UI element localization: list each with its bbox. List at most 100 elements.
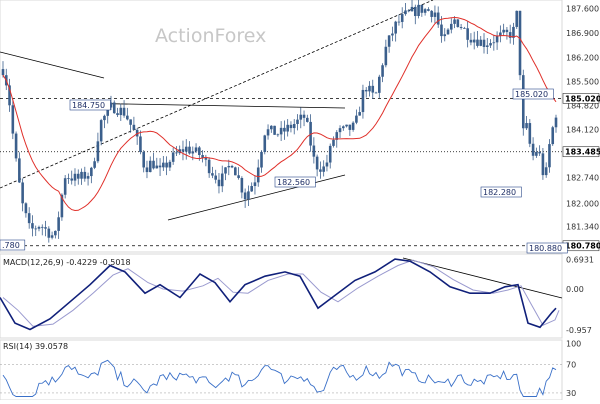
- price-tick-label: 186.900: [566, 29, 599, 38]
- labels-layer: 187.600 186.900 186.200 185.500 184.820 184.1…: [0, 5, 600, 398]
- candle-body: [181, 149, 185, 152]
- candle-body: [279, 127, 283, 135]
- candle-body: [420, 4, 424, 13]
- candle-body: [8, 85, 11, 106]
- trendline: [0, 51, 105, 79]
- rsi-tick-label: 70: [566, 361, 576, 370]
- candle-body: [476, 39, 479, 46]
- candle-body: [521, 75, 525, 129]
- candle-body: [165, 162, 168, 168]
- price-tick-label: 185.500: [566, 78, 599, 87]
- candle-body: [76, 173, 80, 179]
- candle-body: [485, 45, 489, 47]
- candle-body: [204, 158, 208, 160]
- candle-body: [67, 178, 70, 180]
- candle-body: [162, 162, 165, 168]
- annotation-label: 184.750: [72, 101, 105, 110]
- candle-body: [449, 23, 453, 30]
- macd-panel-frame: [0, 253, 563, 339]
- candle-body: [368, 85, 371, 92]
- candle-body: [446, 29, 450, 35]
- candle-body: [404, 10, 407, 15]
- price-tick-label: 184.120: [566, 126, 599, 135]
- indicators-layer: [0, 16, 560, 397]
- candle-body: [358, 112, 361, 116]
- candle-body: [342, 126, 345, 129]
- price-panel-frame: [0, 0, 563, 253]
- candle-body: [207, 159, 211, 174]
- candle-body: [436, 12, 440, 25]
- candle-body: [292, 123, 296, 129]
- candle-body: [348, 124, 352, 130]
- candle-body: [47, 228, 51, 238]
- macd-title: MACD(12,26,9) -0.4229 -0.5018: [3, 258, 131, 267]
- candle-body: [400, 14, 404, 22]
- candle-body: [472, 39, 476, 43]
- candle-body: [378, 76, 381, 93]
- candle-body: [270, 125, 273, 130]
- candle-body: [495, 35, 499, 43]
- candle-body: [423, 9, 427, 13]
- candle-body: [361, 89, 365, 113]
- candle-body: [283, 127, 286, 132]
- candle-body: [191, 151, 195, 154]
- candle-body: [299, 114, 303, 120]
- candle-body: [427, 9, 430, 11]
- level-tag-label: 180.780: [565, 242, 600, 251]
- candle-body: [469, 39, 473, 43]
- trendline: [402, 257, 563, 299]
- candle-body: [106, 107, 110, 116]
- candle-body: [83, 171, 87, 179]
- candle-body: [57, 217, 60, 231]
- price-tick-label: 182.000: [566, 199, 599, 208]
- candle-body: [371, 85, 375, 93]
- candle-body: [184, 146, 188, 152]
- candle-body: [31, 223, 34, 229]
- rsi-tick-label: 100: [566, 340, 581, 349]
- candle-body: [116, 113, 119, 116]
- candle-body: [535, 151, 538, 156]
- candle-body: [551, 127, 555, 145]
- candle-body: [433, 12, 437, 17]
- candle-body: [319, 169, 322, 172]
- candle-body: [152, 160, 155, 169]
- macd-tick-label: 0.00: [566, 285, 584, 294]
- annotation-box: [69, 99, 111, 111]
- candle-body: [273, 125, 276, 135]
- annotation-box: [274, 176, 316, 188]
- macd-tick-label: 0.6931: [566, 255, 594, 264]
- candle-body: [306, 117, 309, 122]
- annotation-label: 182.560: [277, 178, 310, 187]
- trendline: [0, 0, 434, 189]
- candle-body: [44, 227, 47, 229]
- annotation-label: 182.280: [483, 188, 516, 197]
- candle-body: [21, 182, 24, 204]
- candle-body: [14, 133, 18, 159]
- candle-body: [328, 145, 332, 163]
- candle-body: [80, 171, 83, 179]
- candle-body: [309, 121, 312, 146]
- level-tag-label: 183.485: [565, 148, 600, 157]
- candle-body: [302, 114, 306, 118]
- candle-body: [224, 167, 227, 174]
- candle-body: [27, 213, 31, 224]
- candle-body: [50, 235, 54, 238]
- candle-body: [34, 228, 38, 230]
- candle-body: [260, 151, 263, 168]
- level-tag-box: [562, 146, 600, 158]
- candle-body: [93, 161, 96, 168]
- candle-body: [508, 32, 512, 38]
- annotation-label: 185.020: [515, 90, 548, 99]
- candle-body: [201, 155, 204, 159]
- candle-body: [384, 46, 388, 66]
- candle-body: [518, 10, 522, 76]
- candle-body: [109, 102, 113, 108]
- candle-body: [410, 6, 414, 12]
- candle-body: [466, 28, 469, 40]
- candle-body: [525, 123, 528, 129]
- candle-body: [256, 167, 260, 183]
- watermark: ActionForex: [155, 25, 266, 47]
- rsi-line: [2, 359, 557, 397]
- level-tag-label: 185.020: [565, 94, 600, 103]
